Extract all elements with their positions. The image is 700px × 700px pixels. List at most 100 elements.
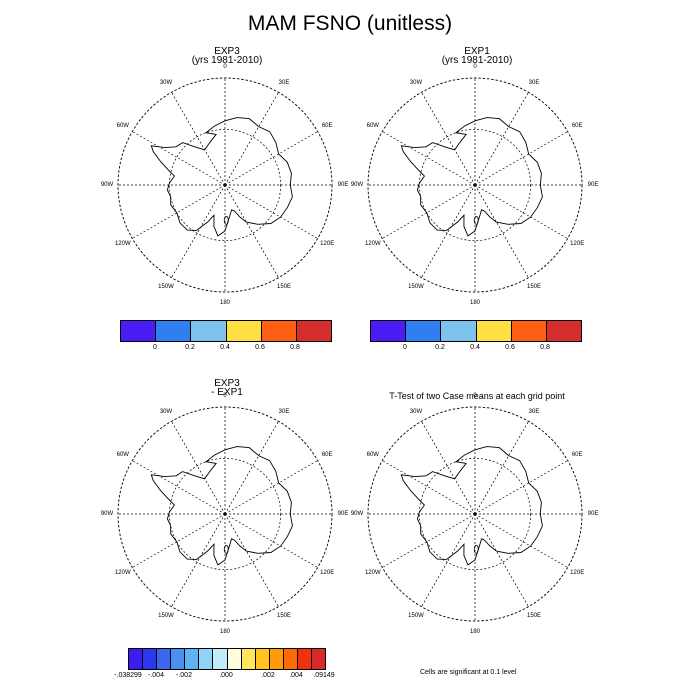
colorbar-tick-label: .004: [289, 672, 303, 679]
map-boundary-circle: [117, 77, 333, 293]
meridian-line: [132, 513, 226, 568]
map-boundary-circle: [367, 406, 583, 622]
longitude-label: 60E: [571, 123, 583, 129]
colorbar-swatch: [227, 649, 242, 669]
longitude-label: 120E: [320, 241, 335, 247]
map-boundary-circle: [367, 77, 583, 293]
meridian-line: [382, 131, 476, 186]
longitude-label: 0: [223, 64, 227, 70]
meridian-line: [382, 184, 476, 239]
longitude-label: 30W: [159, 408, 173, 415]
colorbar-diff: [128, 648, 326, 670]
colorbar-swatch: [157, 649, 172, 669]
longitude-label: 60W: [366, 123, 379, 129]
panel-title-line1: EXP1: [464, 46, 490, 57]
colorbar-tick-label: .09149: [313, 672, 335, 679]
longitude-label: 30W: [159, 79, 173, 86]
panel-title-line2: (yrs 1981-2010): [191, 55, 263, 66]
latitude-circle: [169, 129, 281, 241]
colorbar-swatch: [312, 649, 326, 669]
panel-title-line2: (yrs 1981-2010): [441, 55, 513, 66]
longitude-label: 60W: [116, 452, 129, 458]
colorbar-tick-label: 0: [403, 344, 407, 351]
longitude-label: 150W: [158, 613, 174, 620]
map-boundary-circle: [117, 406, 333, 622]
colorbar-tick-label: .000: [219, 672, 233, 679]
longitude-label: 30W: [409, 408, 423, 415]
longitude-label: 90W: [100, 511, 114, 517]
longitude-label: 60E: [571, 452, 583, 458]
longitude-label: 0: [473, 393, 477, 399]
meridian-line: [421, 92, 476, 186]
colorbar-swatch: [269, 649, 284, 669]
colorbar-swatch: [185, 649, 200, 669]
colorbar-exp3: [120, 320, 332, 342]
meridian-line: [474, 92, 529, 186]
colorbar-swatch: [546, 321, 582, 341]
longitude-label: 120E: [570, 570, 585, 576]
colorbar-swatch: [143, 649, 158, 669]
colorbar-tick-label: 0.2: [185, 344, 195, 351]
meridian-line: [132, 184, 226, 239]
meridian-line: [421, 513, 476, 607]
longitude-label: 90E: [337, 511, 349, 517]
longitude-label: 150E: [526, 613, 542, 620]
meridian-line: [224, 513, 318, 568]
island-outline: [473, 544, 479, 554]
colorbar-exp1: [370, 320, 582, 342]
colorbar-swatch: [297, 649, 313, 669]
longitude-label: 180: [469, 629, 481, 635]
antarctica-coastline: [150, 117, 293, 237]
colorbar-swatch: [406, 321, 442, 341]
colorbar-tick-label: -.038299: [114, 672, 142, 679]
meridian-line: [474, 513, 529, 607]
meridian-line: [171, 92, 226, 186]
colorbar-tick-label: 0.8: [290, 344, 300, 351]
longitude-label: 0: [223, 393, 227, 399]
colorbar-tick-label: .002: [261, 672, 275, 679]
longitude-label: 30E: [528, 79, 540, 86]
antarctica-coastline: [150, 446, 293, 566]
longitude-label: 90E: [587, 182, 599, 188]
longitude-label: 90E: [337, 182, 349, 188]
meridian-line: [224, 131, 318, 186]
antarctica-coastline: [400, 117, 543, 237]
colorbar-swatch: [261, 321, 297, 341]
colorbar-tick-label: 0.6: [505, 344, 515, 351]
longitude-label: 90W: [100, 182, 114, 188]
meridian-line: [224, 184, 318, 239]
longitude-label: 60W: [116, 123, 129, 129]
latitude-circle: [419, 129, 531, 241]
panel-title-line1: EXP3: [214, 378, 240, 389]
meridian-line: [474, 421, 529, 515]
colorbar-swatch: [213, 649, 228, 669]
colorbar-tick-label: 0.4: [220, 344, 230, 351]
meridian-line: [382, 513, 476, 568]
panel-title-exp1: EXP1 (yrs 1981-2010): [377, 46, 577, 66]
meridian-line: [171, 513, 226, 607]
colorbar-swatch: [283, 649, 298, 669]
island-outline: [473, 215, 479, 225]
colorbar-swatch: [296, 321, 332, 341]
page-title: MAM FSNO (unitless): [247, 12, 453, 35]
meridian-line: [474, 184, 568, 239]
longitude-label: 30E: [278, 79, 290, 86]
panel-title-line1: EXP3: [214, 46, 240, 57]
meridian-line: [474, 184, 529, 278]
island-outline: [223, 544, 229, 554]
longitude-label: 30E: [528, 408, 540, 415]
panel-title-diff: EXP3 - EXP1: [127, 378, 327, 398]
longitude-label: 90W: [350, 182, 364, 188]
antarctica-coastline: [400, 446, 543, 566]
meridian-line: [171, 184, 226, 278]
longitude-label: 30E: [278, 408, 290, 415]
meridian-line: [224, 92, 279, 186]
longitude-label: 180: [219, 629, 231, 635]
colorbar-swatch: [156, 321, 192, 341]
longitude-label: 150W: [408, 613, 424, 620]
longitude-label: 150E: [276, 613, 292, 620]
longitude-label: 180: [469, 300, 481, 306]
colorbar-tick-label: 0.8: [540, 344, 550, 351]
longitude-label: 120E: [320, 570, 335, 576]
meridian-line: [224, 513, 279, 607]
